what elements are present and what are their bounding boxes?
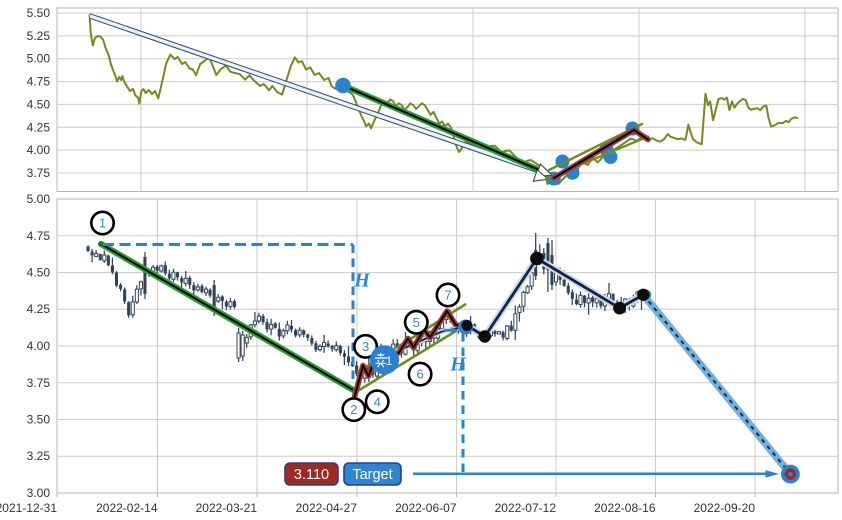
svg-text:2022-02-14: 2022-02-14 [96, 501, 158, 515]
svg-text:2022-06-07: 2022-06-07 [395, 501, 457, 515]
svg-text:Target: Target [352, 467, 392, 483]
svg-text:4: 4 [374, 394, 381, 409]
svg-text:2022-03-21: 2022-03-21 [196, 501, 258, 515]
svg-text:2022-04-27: 2022-04-27 [296, 501, 358, 515]
svg-text:5: 5 [413, 315, 420, 330]
svg-text:4.50: 4.50 [27, 97, 51, 111]
svg-text:4.25: 4.25 [27, 302, 51, 316]
svg-text:3.75: 3.75 [27, 166, 51, 180]
svg-text:3.75: 3.75 [27, 376, 51, 390]
svg-text:4.75: 4.75 [27, 75, 51, 89]
svg-text:4.00: 4.00 [27, 143, 51, 157]
svg-text:2022-07-12: 2022-07-12 [495, 501, 557, 515]
svg-text:4.75: 4.75 [27, 229, 51, 243]
svg-text:3.50: 3.50 [27, 413, 51, 427]
svg-text:3.00: 3.00 [27, 486, 51, 500]
svg-text:4.25: 4.25 [27, 120, 51, 134]
svg-text:2022-09-20: 2022-09-20 [694, 501, 756, 515]
svg-text:H: H [449, 354, 467, 376]
svg-text:2021-12-31: 2021-12-31 [0, 501, 57, 515]
svg-text:2022-08-16: 2022-08-16 [594, 501, 656, 515]
svg-text:H: H [353, 270, 371, 292]
svg-text:3.25: 3.25 [27, 449, 51, 463]
svg-text:5.25: 5.25 [27, 29, 51, 43]
svg-text:3: 3 [362, 339, 369, 354]
svg-text:7: 7 [444, 288, 451, 303]
svg-text:1: 1 [386, 354, 393, 368]
svg-text:4.50: 4.50 [27, 266, 51, 280]
svg-text:3.110: 3.110 [294, 467, 329, 483]
svg-text:4.00: 4.00 [27, 339, 51, 353]
svg-text:2: 2 [350, 402, 357, 417]
svg-text:1: 1 [99, 216, 106, 231]
svg-text:5.00: 5.00 [27, 192, 51, 206]
svg-text:6: 6 [416, 367, 423, 382]
svg-text:5.00: 5.00 [27, 52, 51, 66]
svg-text:5.50: 5.50 [27, 6, 51, 20]
